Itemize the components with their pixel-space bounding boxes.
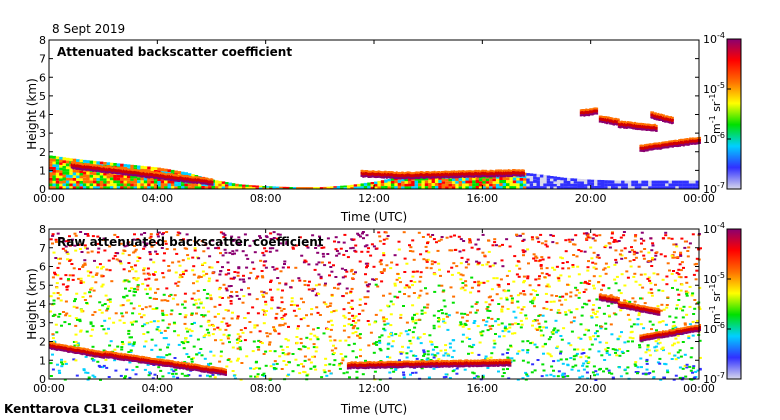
colorbar-tick-label: 10-4	[703, 221, 725, 236]
y-tick-label: 0	[39, 183, 46, 196]
colorbar-1: 10-4 10-5 10-6 10-7 m-1 sr-1	[703, 31, 742, 196]
y-tick-label: 8	[39, 34, 46, 47]
instrument-label: Kenttarova CL31 ceilometer	[4, 402, 193, 416]
colorbar-tick-label: 10-4	[703, 31, 725, 46]
x-tick-label: 04:00	[141, 192, 173, 205]
colorbar-unit: m-1 sr-1	[708, 94, 723, 134]
colorbar-scale	[726, 228, 742, 380]
colorbar-tick-label: 10-6	[703, 321, 725, 336]
y-tick-label: 2	[39, 146, 46, 159]
x-tick-label: 00:00	[683, 192, 715, 205]
x-tick-label: 20:00	[575, 192, 607, 205]
x-tick-label: 00:00	[33, 382, 65, 395]
x-tick-label: 04:00	[141, 382, 173, 395]
y-tick-label: 0	[39, 373, 46, 386]
y-tick-label: 8	[39, 223, 46, 236]
colorbar-tick-label: 10-7	[703, 371, 725, 386]
y-tick-label: 6	[39, 71, 46, 84]
x-axis-label-2: Time (UTC)	[340, 402, 407, 416]
colorbar-2: 10-4 10-5 10-6 10-7 m-1 sr-1	[703, 221, 742, 386]
y-tick-label: 6	[39, 261, 46, 274]
colorbar-unit: m-1 sr-1	[708, 284, 723, 324]
backscatter-heatmap-1	[49, 107, 701, 190]
y-axis-label-1: Height (km)	[25, 78, 39, 149]
colorbar-scale	[726, 38, 742, 190]
panel-title-1: Attenuated backscatter coefficient	[57, 45, 292, 59]
panel-attenuated: 0 1 2 3 4 5 6 7 8 00:00 04:00 08:00 12:00 16:00 20:00 0…	[25, 34, 715, 224]
backscatter-heatmap-2	[49, 231, 702, 381]
plot-area-2	[49, 229, 699, 379]
y-tick-label: 3	[39, 317, 46, 330]
x-tick-label: 16:00	[466, 382, 498, 395]
x-axis-label-1: Time (UTC)	[340, 210, 407, 224]
y-tick-label: 7	[39, 242, 46, 255]
y-tick-label: 5	[39, 90, 46, 103]
x-tick-label: 00:00	[33, 192, 65, 205]
x-tick-label: 08:00	[250, 382, 282, 395]
colorbar-tick-label: 10-5	[703, 271, 725, 286]
x-tick-label: 12:00	[358, 382, 390, 395]
x-tick-label: 20:00	[575, 382, 607, 395]
panel-raw: 0 1 2 3 4 5 6 7 8 00:00 04:00 08:00 12:00 16:00 20:00 0…	[25, 223, 715, 416]
y-tick-label: 7	[39, 53, 46, 66]
date-label: 8 Sept 2019	[52, 22, 125, 36]
axes-2: 0 1 2 3 4 5 6 7 8 00:00 04:00 08:00 12:00 16:00 20:00 0…	[33, 223, 715, 395]
x-tick-label: 12:00	[358, 192, 390, 205]
y-tick-label: 1	[39, 164, 46, 177]
axes-1: 0 1 2 3 4 5 6 7 8 00:00 04:00 08:00 12:00 16:00 20:00 0…	[33, 34, 715, 205]
y-tick-label: 4	[39, 298, 46, 311]
x-tick-label: 16:00	[466, 192, 498, 205]
colorbar-tick-label: 10-6	[703, 131, 725, 146]
colorbar-tick-label: 10-7	[703, 181, 725, 196]
panel-title-2: Raw attenuated backscatter coefficient	[57, 235, 324, 249]
y-tick-label: 5	[39, 279, 46, 292]
y-axis-label-2: Height (km)	[25, 268, 39, 339]
x-tick-label: 08:00	[250, 192, 282, 205]
x-tick-label: 00:00	[683, 382, 715, 395]
y-tick-label: 4	[39, 109, 46, 122]
y-tick-label: 1	[39, 354, 46, 367]
y-tick-label: 3	[39, 127, 46, 140]
y-tick-label: 2	[39, 336, 46, 349]
colorbar-tick-label: 10-5	[703, 81, 725, 96]
